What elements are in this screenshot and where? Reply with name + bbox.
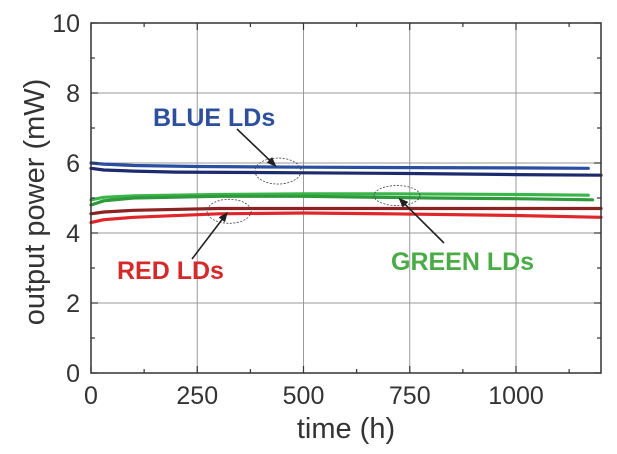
y-tick-label: 2 bbox=[66, 290, 80, 318]
x-axis-title: time (h) bbox=[297, 413, 395, 445]
y-tick-label: 8 bbox=[66, 80, 80, 108]
x-tick-label: 250 bbox=[176, 382, 218, 410]
highlight-ellipse bbox=[254, 157, 302, 185]
y-tick-label: 10 bbox=[52, 10, 80, 38]
y-axis-title: output power (mW) bbox=[19, 79, 51, 326]
series-line-red-ld-1 bbox=[89, 206, 603, 216]
highlight-ellipse bbox=[206, 198, 252, 224]
annotation-arrows bbox=[191, 128, 445, 260]
arrowhead-icon bbox=[398, 197, 409, 208]
y-tick-label: 4 bbox=[66, 220, 80, 248]
y-tick-labels: 0 2 4 6 8 10 bbox=[52, 10, 80, 388]
x-tick-label: 1000 bbox=[488, 382, 544, 410]
arrowhead-icon bbox=[266, 157, 277, 167]
axis-ticks bbox=[90, 22, 601, 374]
annotation-arrow-line bbox=[402, 201, 445, 244]
series-line-blue-ld-2 bbox=[89, 166, 603, 177]
annotation-arrow-line bbox=[236, 128, 273, 164]
x-tick-label: 0 bbox=[84, 382, 98, 410]
y-tick-label: 0 bbox=[66, 360, 80, 388]
annotation-label: GREEN LDs bbox=[391, 248, 534, 276]
x-tick-label: 500 bbox=[283, 382, 325, 410]
grid-lines bbox=[91, 23, 601, 373]
series-group bbox=[89, 161, 603, 225]
series-line-green-ld-1 bbox=[89, 192, 590, 202]
annotations: BLUE LDs GREEN LDs RED LDs bbox=[117, 104, 534, 285]
annotation-arrow-line bbox=[191, 216, 225, 260]
annotation-label: RED LDs bbox=[117, 257, 224, 285]
arrowhead-icon bbox=[218, 211, 228, 223]
annotation-label: BLUE LDs bbox=[153, 104, 275, 132]
highlight-ellipses bbox=[206, 157, 421, 224]
x-tick-label: 750 bbox=[389, 382, 431, 410]
series-line-green-ld-2 bbox=[89, 194, 595, 207]
series-line-red-ld-2 bbox=[89, 211, 603, 225]
y-tick-label: 6 bbox=[66, 150, 80, 178]
x-tick-labels: 0 250 500 750 1000 bbox=[84, 382, 544, 410]
highlight-ellipse bbox=[373, 185, 421, 206]
series-line-blue-ld-1 bbox=[89, 161, 590, 170]
